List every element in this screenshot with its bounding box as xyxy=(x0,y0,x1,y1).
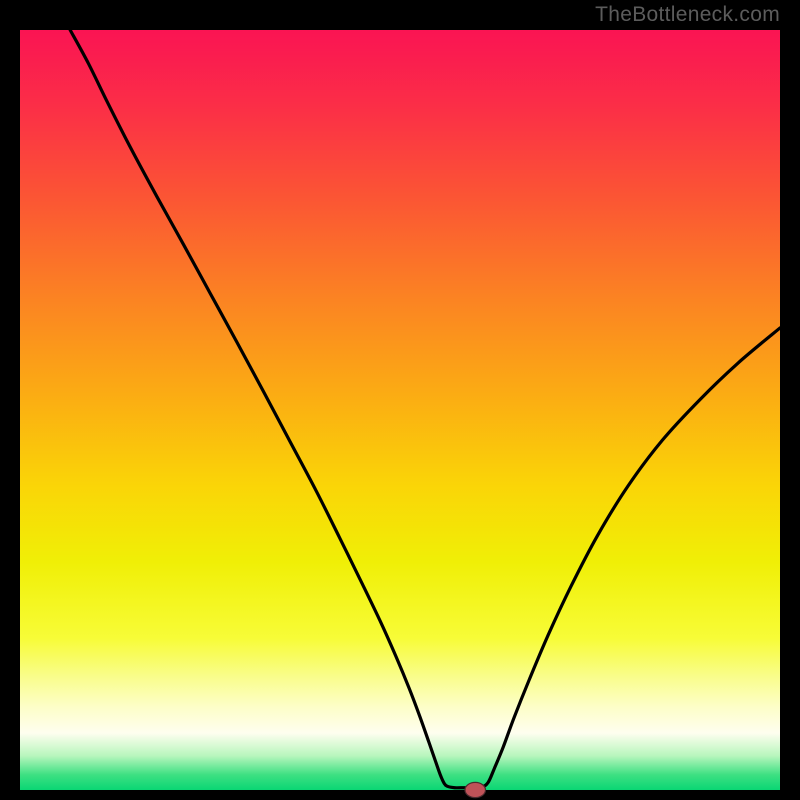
chart-stage: TheBottleneck.com xyxy=(0,0,800,800)
bottleneck-curve-chart xyxy=(0,0,800,800)
gradient-background xyxy=(20,30,780,790)
watermark-text: TheBottleneck.com xyxy=(595,3,780,27)
optimal-marker xyxy=(465,782,486,797)
